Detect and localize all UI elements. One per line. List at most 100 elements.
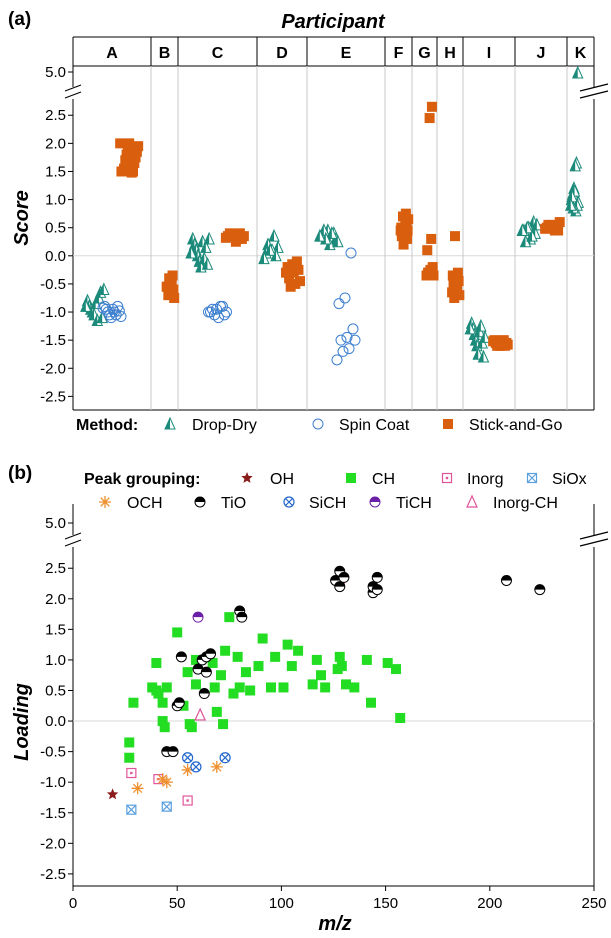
data-point-tio <box>200 666 212 678</box>
a-right-break-mark <box>579 83 609 99</box>
marker-fill <box>443 419 453 429</box>
data-point-siox <box>161 801 172 812</box>
marker-fill <box>128 697 139 708</box>
data-point-stick-and-go <box>164 273 175 284</box>
marker-fill <box>270 651 281 662</box>
series-stick-and-go <box>115 101 565 351</box>
data-point-drop-dry <box>268 228 280 242</box>
marker-fill <box>334 566 345 572</box>
marker-fill <box>194 255 200 267</box>
legend-marker-inorg-ch <box>466 494 478 508</box>
data-point-ch <box>151 657 162 668</box>
data-point-stick-and-go <box>131 146 142 157</box>
data-point-drop-dry <box>201 257 214 270</box>
data-point-spin-coat <box>209 309 220 321</box>
marker-fill <box>286 661 297 672</box>
legend-label: CH <box>372 471 395 488</box>
marker-outline <box>215 300 226 312</box>
data-point-spin-coat <box>337 345 349 357</box>
b-left-break-mark <box>64 532 82 547</box>
data-point-stick-and-go <box>449 292 460 303</box>
data-point-stick-and-go <box>399 231 410 242</box>
marker-fill <box>531 218 537 230</box>
data-point-stick-and-go <box>540 223 551 234</box>
legend-marker-sich <box>283 496 295 508</box>
data-point-stick-and-go <box>447 287 458 298</box>
participant-label: J <box>537 45 546 62</box>
data-point-stick-and-go <box>398 239 409 250</box>
marker-outline <box>194 707 207 721</box>
data-point-spin-coat <box>339 292 351 304</box>
b-y-tick-label: 2.5 <box>45 560 66 577</box>
marker-outline <box>349 334 361 346</box>
marker-fill <box>232 651 243 662</box>
a-axes: 5.0 2.5 2.0 1.5 1.0 0.5 0.0 -0.5 -1.0 -1.5 -2.0 -2.… <box>40 37 609 411</box>
marker-fill <box>424 113 435 124</box>
data-point-ch <box>320 682 331 693</box>
data-point-stick-and-go <box>161 281 172 292</box>
marker-fill <box>265 682 276 693</box>
data-point-ch <box>124 752 135 763</box>
marker-fill <box>395 713 406 723</box>
legend-label: OH <box>270 471 294 488</box>
data-point-tio <box>236 611 248 623</box>
marker-dot <box>130 771 133 775</box>
marker-fill <box>120 155 131 166</box>
marker-outline <box>339 292 351 304</box>
marker-fill <box>311 654 322 665</box>
marker-fill <box>157 716 168 727</box>
marker-outline <box>335 334 347 346</box>
marker-fill <box>315 670 326 681</box>
series-spin-coat <box>97 247 361 366</box>
marker-fill <box>282 639 293 650</box>
b-y-tick-label: 1.5 <box>45 621 66 638</box>
data-point-stick-and-go <box>554 217 565 228</box>
marker-fill <box>220 232 231 243</box>
legend-marker-tich <box>369 496 381 508</box>
legend-title: Peak grouping: <box>84 471 200 488</box>
marker-fill <box>399 231 410 242</box>
marker-fill <box>330 575 341 581</box>
b-y-tick-label: -1.5 <box>40 805 66 822</box>
data-point-inorg <box>126 767 137 779</box>
marker-fill <box>465 322 471 334</box>
series-inorg-ch <box>194 707 207 721</box>
data-point-tich <box>192 611 204 623</box>
data-point-stick-and-go <box>454 290 465 301</box>
legend-label: Inorg <box>467 471 503 488</box>
data-point-drop-dry <box>326 226 338 239</box>
participant-label: B <box>159 45 171 62</box>
data-point-stick-and-go <box>488 336 499 347</box>
marker-fill <box>168 746 179 752</box>
data-point-stick-and-go <box>220 232 231 243</box>
a-y-tick-label: -2.0 <box>40 360 66 377</box>
marker-fill <box>165 418 170 429</box>
series-och <box>131 760 223 795</box>
legend-marker-tio <box>194 496 206 508</box>
data-point-ch <box>395 713 406 723</box>
data-point-ch <box>209 682 220 693</box>
legend-label: Stick-and-Go <box>469 417 562 434</box>
a-y-tick-label: -2.5 <box>40 388 66 405</box>
legend-label: SiOx <box>552 471 587 488</box>
data-point-ch <box>240 667 251 678</box>
marker-fill <box>338 572 349 578</box>
data-point-ch <box>186 722 197 733</box>
marker-fill <box>422 245 433 256</box>
marker-fill <box>190 679 201 690</box>
data-point-ch <box>265 682 276 693</box>
data-point-stick-and-go <box>285 281 296 292</box>
marker-outline <box>345 247 357 259</box>
data-point-stick-and-go <box>116 166 127 177</box>
marker-fill <box>426 233 437 244</box>
marker-fill <box>182 667 193 678</box>
marker-cross <box>527 473 537 483</box>
data-point-stick-and-go <box>452 267 463 278</box>
data-point-tio <box>198 688 210 700</box>
marker-fill <box>395 225 406 236</box>
marker-fill <box>361 654 372 665</box>
data-point-stick-and-go <box>125 165 136 176</box>
marker-fill <box>125 165 136 176</box>
data-point-ch <box>161 682 172 693</box>
